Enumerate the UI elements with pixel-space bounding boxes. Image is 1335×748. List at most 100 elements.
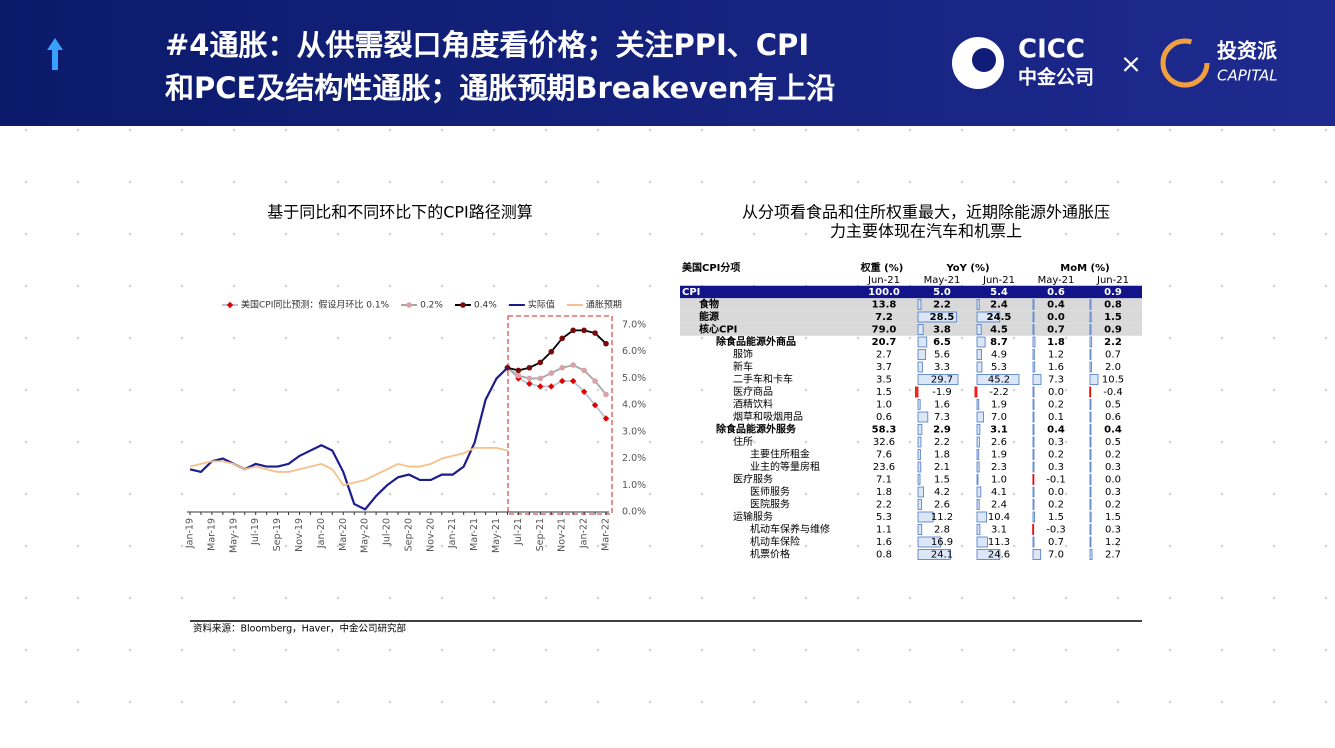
data-bar (1089, 349, 1092, 360)
row-label: CPI (682, 287, 700, 298)
table-cell: 0.4 (1047, 300, 1065, 311)
row-label: 烟草和吸烟用品 (733, 410, 803, 423)
data-bar (1032, 424, 1035, 435)
table-cell: 2.9 (933, 425, 951, 436)
table-cell: 7.1 (876, 475, 892, 486)
table-cell: -1.9 (932, 387, 952, 398)
data-bar (976, 536, 988, 548)
x-tick-label: Jul-20 (382, 518, 393, 546)
header-title: 和PCE及结构性通胀；通胀预期Breakeven有上沿 (165, 71, 835, 105)
table-cell: 0.3 (1105, 487, 1121, 498)
table-subheader: May-21 (1038, 275, 1075, 286)
data-bar (976, 436, 980, 448)
data-bar (917, 536, 942, 548)
data-bar (1089, 536, 1092, 548)
table-cell: 2.2 (876, 500, 892, 511)
table-cell: 24.5 (987, 312, 1012, 323)
data-bar (917, 461, 922, 473)
table-subheader: May-21 (924, 275, 961, 286)
y-tick-label: 4.0% (622, 400, 646, 411)
y-tick-label: 0.0% (622, 507, 646, 518)
table-cell: 4.9 (991, 350, 1007, 361)
table-cell: 0.3 (1105, 525, 1121, 536)
data-bar (976, 524, 981, 535)
table-cell: 0.2 (1048, 400, 1064, 411)
table-title: 力主要体现在汽车和机票上 (830, 222, 1022, 241)
table-cell: 2.6 (991, 437, 1007, 448)
data-bar (917, 474, 921, 485)
legend-label: 通胀预期 (586, 300, 622, 311)
table-cell: 0.0 (1048, 487, 1064, 498)
data-bar (974, 386, 978, 398)
logo-text: CAPITAL (1217, 67, 1278, 85)
data-bar (976, 486, 982, 498)
data-bar (1089, 486, 1092, 498)
data-bar (1032, 474, 1035, 485)
series-line (189, 446, 508, 487)
table-cell: 1.5 (934, 475, 950, 486)
data-bar (917, 424, 923, 435)
data-bar (1032, 499, 1035, 510)
data-bar (1032, 486, 1035, 498)
row-label: 机动车保险 (750, 535, 800, 548)
data-bar (1089, 336, 1093, 348)
data-bar (917, 486, 925, 498)
y-tick-label: 7.0% (622, 320, 646, 331)
series-marker (591, 401, 599, 409)
data-bar (917, 549, 951, 560)
series-marker (559, 335, 566, 342)
data-bar (976, 549, 1001, 560)
data-bar (1032, 336, 1036, 348)
data-bar (1089, 474, 1092, 485)
data-bar (1089, 511, 1092, 523)
data-bar (1032, 411, 1035, 423)
legend-marker (406, 302, 412, 308)
row-label: 二手车和卡车 (733, 373, 793, 386)
table-cell: 5.6 (934, 350, 950, 361)
data-bar (1032, 399, 1035, 410)
table-header: MoM (%) (1060, 263, 1109, 274)
row-label: 业主的等量房租 (750, 460, 820, 473)
table-cell: 1.6 (876, 537, 892, 548)
row-label: 机票价格 (750, 548, 790, 561)
logo-text: 投资派 (1217, 39, 1278, 63)
data-bar (917, 361, 923, 373)
table-cell: 2.1 (934, 462, 950, 473)
table-cell: 2.7 (1105, 550, 1121, 561)
table-cell: 0.4 (1047, 425, 1065, 436)
x-tick-label: May-19 (228, 518, 239, 553)
x-tick-label: Mar-20 (338, 518, 349, 551)
row-label: 医师服务 (750, 485, 790, 498)
table-cell: 2.3 (991, 462, 1007, 473)
table-cell: 3.8 (933, 325, 951, 336)
series-marker (580, 388, 588, 395)
series-marker (526, 375, 533, 382)
data-bar (1032, 311, 1035, 323)
data-bar (1032, 511, 1036, 523)
table-cell: 1.5 (1048, 512, 1064, 523)
row-label: 医疗商品 (733, 385, 773, 398)
table-cell: 10.4 (988, 512, 1010, 523)
y-tick-label: 5.0% (622, 373, 646, 384)
row-label: 除食品能源外服务 (716, 423, 797, 436)
x-tick-label: Mar-19 (206, 518, 217, 551)
data-bar (1089, 374, 1099, 385)
series-marker (602, 415, 610, 422)
data-bar (1032, 386, 1035, 398)
table-cell: 100.0 (868, 287, 900, 298)
row-label: 机动车保养与维修 (750, 523, 830, 536)
data-bar (1089, 324, 1092, 335)
table-cell: 10.5 (1102, 375, 1124, 386)
table-cell: 3.3 (934, 362, 950, 373)
table-cell: 0.4 (1104, 425, 1122, 436)
table-cell: 20.7 (872, 337, 897, 348)
x-tick-label: May-20 (360, 518, 371, 553)
data-bar (917, 499, 922, 510)
table-cell: 7.0 (991, 412, 1007, 423)
table-cell: 16.9 (931, 537, 953, 548)
data-bar (976, 411, 984, 423)
table-cell: 1.0 (876, 400, 892, 411)
data-bar (1032, 436, 1035, 448)
series-marker (515, 372, 522, 379)
legend-marker (226, 301, 234, 309)
